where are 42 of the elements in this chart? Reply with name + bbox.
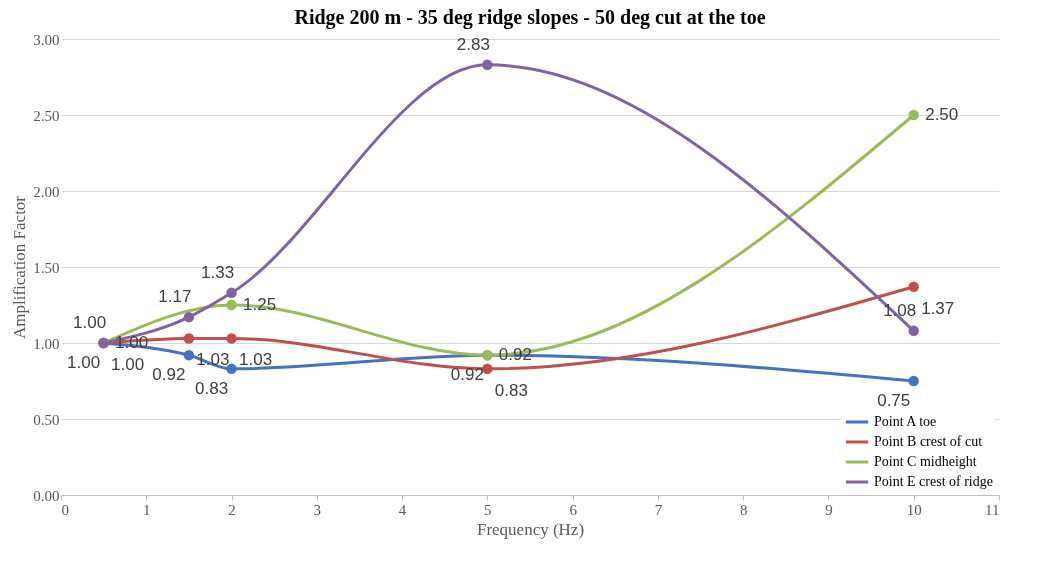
data-label: 0.83	[494, 380, 528, 400]
y-tick-label: 3.00	[33, 31, 60, 48]
y-tick-label: 0.00	[33, 487, 60, 504]
data-label: 1.00	[73, 313, 107, 332]
data-label: 0.92	[450, 365, 484, 385]
legend-label: Point A toe	[874, 414, 937, 429]
data-label: 2.50	[925, 105, 959, 124]
legend-label: Point B crest of cut	[874, 434, 983, 449]
y-tick-label: 2.00	[33, 183, 60, 200]
data-label: 0.83	[195, 378, 229, 398]
y-tick-label: 1.50	[33, 259, 60, 276]
x-tick-label: 5	[484, 501, 492, 518]
x-axis-title: Frequency (Hz)	[476, 519, 585, 539]
data-label: 1.33	[201, 262, 235, 282]
data-label: 1.17	[158, 287, 192, 307]
x-tick-label: 11	[985, 501, 1000, 518]
y-axis-title: Amplification Factor	[10, 195, 30, 340]
x-tick-label: 1	[143, 501, 151, 518]
data-label: 1.37	[921, 298, 955, 318]
data-label: 0.75	[877, 391, 911, 410]
data-label: 0.92	[152, 365, 186, 385]
x-tick-label: 10	[906, 501, 922, 518]
x-tick-label: 4	[398, 501, 407, 518]
data-label: 2.83	[456, 34, 490, 54]
data-label: 0.92	[498, 345, 532, 365]
y-tick-label: 0.50	[33, 411, 60, 428]
x-tick-label: 0	[61, 501, 69, 518]
data-label: 1.00	[111, 355, 145, 374]
x-tick-label: 7	[654, 501, 663, 518]
legend-label: Point C midheight	[874, 454, 977, 469]
x-tick-label: 2	[228, 501, 236, 518]
y-tick-label: 1.00	[33, 335, 60, 352]
y-tick-label: 2.50	[33, 107, 60, 124]
x-tick-label: 6	[569, 501, 578, 518]
legend-label: Point E crest of ridge	[874, 474, 993, 489]
x-tick-label: 9	[825, 501, 833, 518]
x-tick-label: 8	[739, 501, 748, 518]
data-label: 1.00	[67, 353, 101, 372]
data-label: 1.00	[115, 333, 149, 352]
data-label: 1.03	[239, 350, 273, 370]
chart-title: Ridge 200 m - 35 deg ridge slopes - 50 deg cut at the toe	[294, 6, 766, 29]
x-tick-label: 3	[313, 501, 322, 518]
